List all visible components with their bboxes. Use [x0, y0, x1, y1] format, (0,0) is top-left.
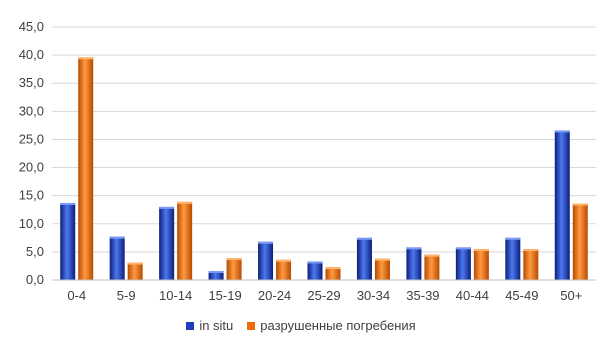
bar-destroyed — [424, 254, 440, 280]
bar-cap — [109, 236, 125, 239]
x-tick-label: 20-24 — [258, 288, 291, 303]
y-tick-label: 10,0 — [19, 216, 44, 231]
y-tick-label: 5,0 — [26, 244, 44, 259]
bar-cap — [356, 237, 372, 240]
bar-in-situ — [554, 130, 570, 280]
bar-cap — [307, 261, 323, 264]
bar-cap — [424, 254, 440, 257]
bar-cap — [505, 237, 521, 240]
bar-cap — [455, 247, 471, 250]
bar-destroyed — [127, 262, 143, 280]
y-tick-label: 30,0 — [19, 103, 44, 118]
y-tick-label: 0,0 — [26, 272, 44, 287]
bar-cap — [473, 249, 489, 252]
bar-destroyed — [523, 249, 539, 280]
x-tick-label: 45-49 — [505, 288, 538, 303]
x-tick-label: 0-4 — [67, 288, 86, 303]
x-tick-label: 5-9 — [117, 288, 136, 303]
x-tick-label: 15-19 — [208, 288, 241, 303]
bar-in-situ — [356, 237, 372, 280]
legend-item-in-situ: in situ — [186, 318, 233, 333]
bar-destroyed — [177, 201, 193, 280]
y-tick-label: 45,0 — [19, 19, 44, 34]
bar-in-situ — [109, 236, 125, 280]
x-tick-label: 50+ — [560, 288, 582, 303]
legend-label-in-situ: in situ — [199, 318, 234, 333]
bar-cap — [78, 57, 94, 60]
bar-destroyed — [325, 267, 341, 280]
x-tick-label: 35-39 — [406, 288, 439, 303]
x-tick-label: 40-44 — [456, 288, 489, 303]
bar-cap — [554, 130, 570, 133]
y-tick-label: 35,0 — [19, 75, 44, 90]
x-tick-label: 10-14 — [159, 288, 192, 303]
legend-label-destroyed: разрушенные погребения — [260, 318, 416, 333]
bar-in-situ — [307, 261, 323, 280]
bar-cap — [572, 203, 588, 206]
bar-destroyed — [276, 259, 292, 280]
x-tick-label: 30-34 — [357, 288, 390, 303]
x-tick-label: 25-29 — [307, 288, 340, 303]
legend-swatch-in-situ — [186, 321, 195, 330]
bar-in-situ — [406, 247, 422, 280]
bar-in-situ — [208, 271, 224, 280]
bar-cap — [177, 201, 193, 204]
bar-in-situ — [159, 206, 175, 280]
bar-destroyed — [78, 57, 94, 280]
bar-cap — [406, 247, 422, 250]
bar-cap — [127, 262, 143, 265]
bar-cap — [374, 258, 390, 261]
bar-cap — [325, 267, 341, 270]
bar-in-situ — [455, 247, 471, 280]
y-tick-label: 25,0 — [19, 131, 44, 146]
bar-destroyed — [374, 258, 390, 280]
bar-destroyed — [226, 258, 242, 280]
legend-item-destroyed: разрушенные погребения — [247, 318, 416, 333]
bar-cap — [226, 258, 242, 261]
y-tick-label: 40,0 — [19, 47, 44, 62]
bar-cap — [159, 206, 175, 209]
legend-swatch-destroyed — [247, 321, 256, 330]
bar-in-situ — [258, 241, 274, 280]
bar-destroyed — [572, 203, 588, 280]
bar-cap — [258, 241, 274, 244]
bar-in-situ — [60, 202, 76, 280]
bar-destroyed — [473, 249, 489, 280]
bar-cap — [208, 271, 224, 274]
bar-cap — [276, 259, 292, 262]
bar-in-situ — [505, 237, 521, 280]
y-tick-label: 15,0 — [19, 188, 44, 203]
legend: in situ разрушенные погребения — [0, 318, 602, 333]
bar-cap — [60, 202, 76, 205]
y-tick-label: 20,0 — [19, 160, 44, 175]
bar-cap — [523, 249, 539, 252]
